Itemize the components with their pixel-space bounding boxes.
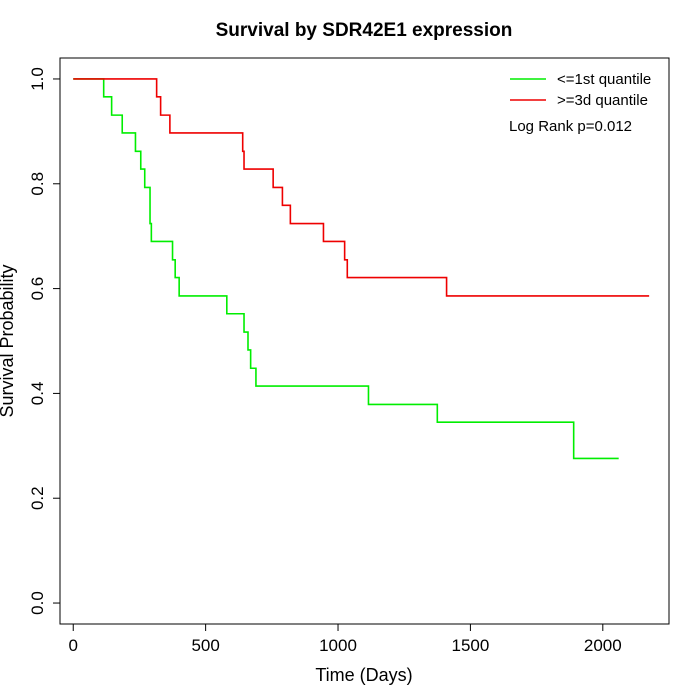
y-tick-label: 0.8: [28, 172, 47, 196]
plot-frame: [59, 57, 670, 625]
x-axis-label: Time (Days): [315, 665, 412, 685]
y-tick-label: 0.2: [28, 486, 47, 510]
y-axis-label: Survival Probability: [0, 264, 17, 417]
y-tick-label: 0.4: [28, 382, 47, 406]
x-tick-label: 1500: [451, 636, 489, 655]
series-line-1: [73, 78, 619, 460]
x-tick-label: 500: [191, 636, 219, 655]
y-tick-label: 0.6: [28, 277, 47, 301]
legend-label: <=1st quantile: [557, 71, 651, 88]
series-layer: [73, 78, 650, 460]
legend: <=1st quantile >=3d quantile: [510, 71, 651, 109]
y-tick-label: 0.0: [28, 591, 47, 615]
x-axis: 0 500 1000 1500 2000: [69, 623, 622, 655]
chart-title: Survival by SDR42E1 expression: [216, 20, 513, 41]
x-tick-label: 1000: [319, 636, 357, 655]
log-rank-annotation: Log Rank p=0.012: [509, 118, 632, 135]
x-tick-label: 2000: [584, 636, 622, 655]
x-tick-label: 0: [69, 636, 78, 655]
y-axis: 0.0 0.2 0.4 0.6 0.8 1.0: [28, 67, 61, 615]
legend-label: >=3d quantile: [557, 92, 648, 109]
series-line-2: [73, 78, 650, 297]
y-tick-label: 1.0: [28, 67, 47, 91]
